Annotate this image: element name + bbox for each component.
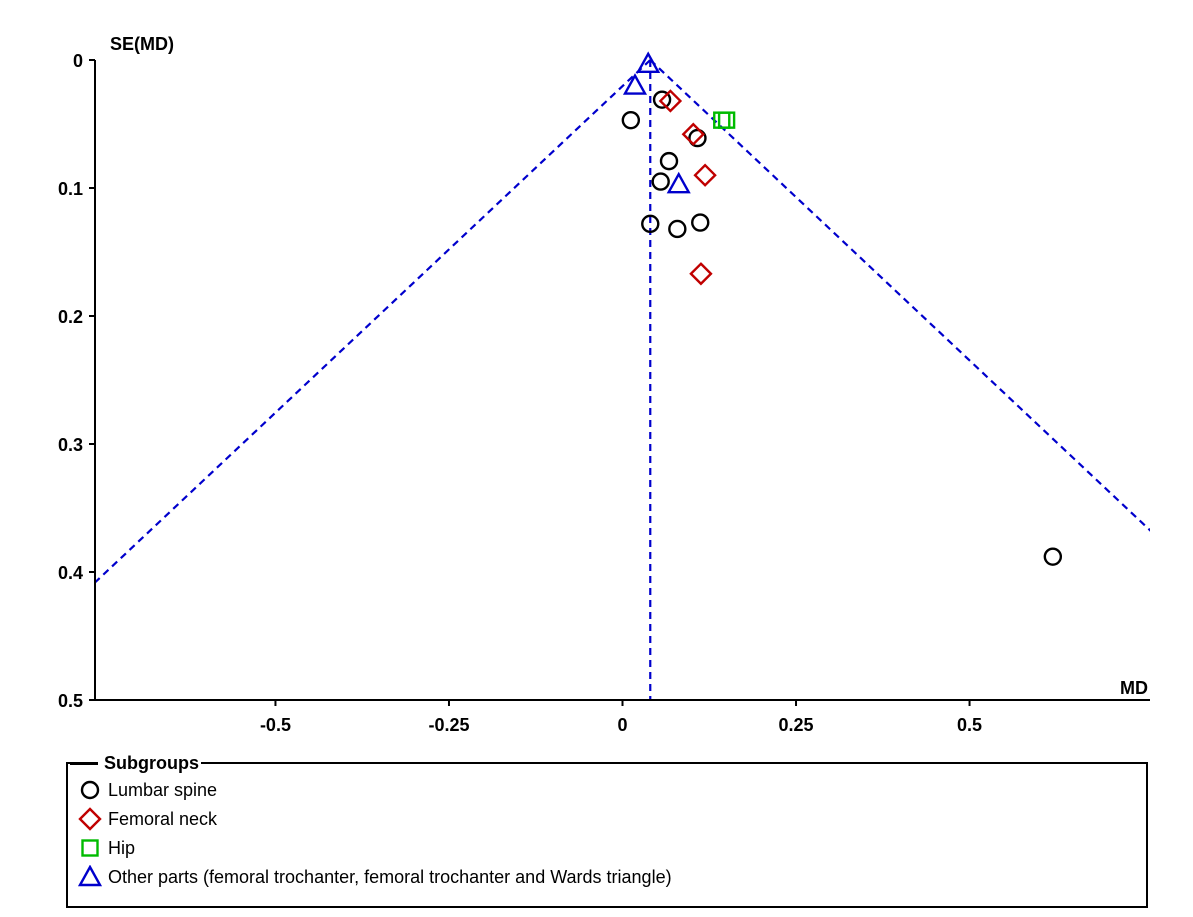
circle-point bbox=[651, 172, 670, 191]
legend-marker bbox=[78, 865, 102, 887]
y-tick-label: 0.1 bbox=[58, 179, 83, 199]
x-tick-label: 0.5 bbox=[957, 715, 982, 735]
triangle-point bbox=[666, 171, 691, 194]
x-tick-label: 0.25 bbox=[778, 715, 813, 735]
data-points bbox=[621, 51, 1063, 566]
diamond-point bbox=[689, 262, 713, 286]
y-tick-label: 0.5 bbox=[58, 691, 83, 711]
y-tick-label: 0.2 bbox=[58, 307, 83, 327]
x-tick-label: -0.25 bbox=[428, 715, 469, 735]
legend-label: Femoral neck bbox=[108, 808, 218, 829]
circle-point bbox=[659, 151, 679, 171]
circle-point bbox=[691, 213, 710, 232]
y-tick-label: 0.3 bbox=[58, 435, 83, 455]
y-tick-label: 0 bbox=[73, 51, 83, 71]
legend-item: Femoral neck bbox=[78, 805, 217, 833]
square-point bbox=[717, 111, 736, 129]
triangle-point bbox=[622, 73, 648, 95]
circle-point bbox=[652, 90, 672, 109]
legend: Subgroups Lumbar spine Femoral neck Hip Oth… bbox=[66, 752, 1148, 908]
legend-label: Other parts (femoral trochanter, femoral… bbox=[108, 866, 672, 887]
legend-title: Subgroups bbox=[70, 752, 201, 774]
x-tick-label: -0.5 bbox=[260, 715, 291, 735]
diamond-marker-icon bbox=[78, 807, 102, 831]
legend-item: Lumbar spine bbox=[78, 776, 217, 804]
y-axis-title: SE(MD) bbox=[110, 34, 174, 54]
x-tick-label: 0 bbox=[617, 715, 627, 735]
circle-point bbox=[621, 110, 641, 130]
legend-item: Other parts (femoral trochanter, femoral… bbox=[78, 863, 672, 891]
funnel-left-line bbox=[95, 59, 652, 584]
legend-marker bbox=[81, 839, 99, 857]
square-point bbox=[713, 111, 731, 129]
square-marker-icon bbox=[81, 839, 99, 857]
triangle-marker-icon bbox=[78, 865, 102, 887]
diamond-point bbox=[693, 163, 717, 187]
funnel-right-line bbox=[649, 59, 1150, 532]
funnel-lines bbox=[95, 59, 1150, 700]
legend-item: Hip bbox=[78, 834, 135, 862]
legend-marker bbox=[80, 780, 100, 800]
x-axis-title: MD bbox=[1120, 678, 1148, 698]
circle-point bbox=[668, 219, 687, 239]
triangle-point bbox=[636, 51, 661, 74]
axes: 0 0.1 0.2 0.3 0.4 0.5 -0.5 -0.25 0 0.25 0.5 bbox=[58, 51, 1150, 735]
legend-label: Hip bbox=[108, 837, 136, 858]
legend-label: Lumbar spine bbox=[108, 779, 218, 800]
diamond-point bbox=[681, 122, 705, 146]
circle-marker-icon bbox=[80, 780, 100, 800]
y-tick-label: 0.4 bbox=[58, 563, 83, 583]
circle-point bbox=[641, 214, 660, 234]
legend-marker bbox=[78, 807, 102, 831]
circle-point bbox=[1043, 547, 1063, 566]
diamond-point bbox=[658, 89, 683, 113]
